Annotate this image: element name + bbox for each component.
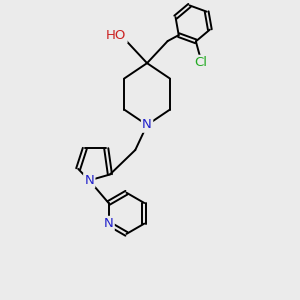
Text: HO: HO: [106, 29, 126, 42]
Text: N: N: [104, 217, 113, 230]
Text: N: N: [84, 174, 94, 187]
Text: N: N: [142, 118, 152, 131]
Text: Cl: Cl: [194, 56, 207, 69]
